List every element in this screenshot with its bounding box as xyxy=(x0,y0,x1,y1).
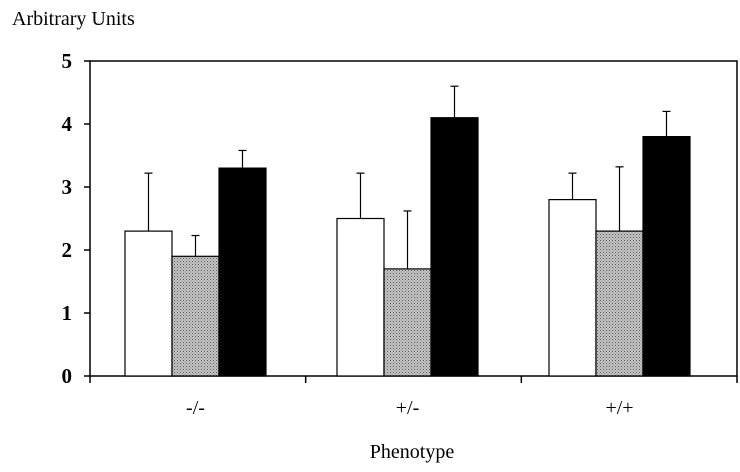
x-axis-label: Phenotype xyxy=(370,441,455,463)
bar xyxy=(336,217,385,377)
y-tick-label: 0 xyxy=(62,364,73,388)
x-tick-label: -/- xyxy=(186,397,205,419)
bar xyxy=(171,255,220,377)
bar xyxy=(642,136,691,377)
axis-ticks: 0 1 2 3 4 5 -/- +/- +/+ xyxy=(62,49,738,419)
bar xyxy=(218,167,267,377)
y-tick-label: 1 xyxy=(62,301,73,325)
y-axis-label: Arbitrary Units xyxy=(12,8,135,30)
bar xyxy=(124,230,173,377)
x-tick-label: +/- xyxy=(396,397,420,419)
bar xyxy=(548,199,597,377)
y-tick-label: 2 xyxy=(62,238,73,262)
y-tick-label: 5 xyxy=(62,49,73,73)
bar xyxy=(595,230,644,377)
bar xyxy=(430,117,479,377)
plot-area xyxy=(89,60,738,377)
x-tick-label: +/+ xyxy=(605,397,633,419)
y-tick-label: 3 xyxy=(62,175,73,199)
bar xyxy=(383,268,432,377)
y-tick-label: 4 xyxy=(62,112,73,136)
